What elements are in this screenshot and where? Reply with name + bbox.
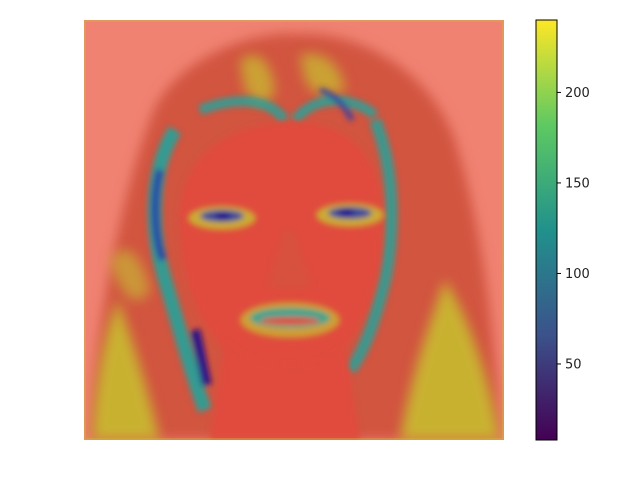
neck-region xyxy=(210,340,360,440)
colorbar-tick-label: 200 xyxy=(565,86,590,101)
nose-shading xyxy=(268,230,312,291)
colorbar-tick-label: 150 xyxy=(565,176,590,191)
heatmap-image xyxy=(84,20,504,440)
mouth xyxy=(240,302,340,338)
colorbar-ticks: 50 100 150 200 xyxy=(557,86,590,372)
hair-highlights xyxy=(92,53,500,440)
left-eye xyxy=(188,206,256,230)
colorbar-gradient xyxy=(536,20,557,440)
colorbar-tick-label: 50 xyxy=(565,357,582,372)
colorbar-frame xyxy=(535,19,558,441)
face-contour xyxy=(147,87,398,413)
colorbar: 50 100 150 200 xyxy=(535,19,590,441)
colorbar-tick-label: 100 xyxy=(565,267,590,282)
right-eye xyxy=(316,203,384,227)
